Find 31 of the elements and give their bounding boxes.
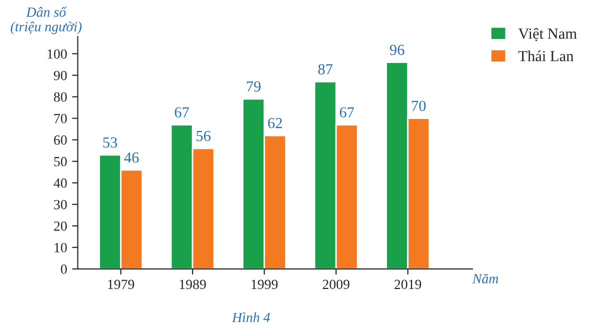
y-tick-label: 50 bbox=[54, 156, 67, 166]
y-tick-label: 30 bbox=[54, 200, 67, 210]
x-tick-label: 2019 bbox=[394, 280, 422, 290]
y-tick-label: 0 bbox=[60, 264, 67, 274]
y-tick-label: 90 bbox=[54, 70, 67, 80]
y-axis-title: Dân số (triệu người) bbox=[10, 6, 82, 34]
text: Hình 4 bbox=[232, 312, 270, 322]
x-axis-title: Năm bbox=[472, 274, 498, 284]
data-label: 79 bbox=[246, 81, 261, 92]
y-tick-label: 10 bbox=[54, 242, 67, 252]
x-tick-label: 1989 bbox=[180, 280, 206, 290]
y-tick-label: 100 bbox=[48, 49, 67, 59]
x-tick-label: 1979 bbox=[108, 280, 134, 290]
data-label: 46 bbox=[124, 152, 139, 163]
data-label: 62 bbox=[268, 118, 282, 128]
y-tick-label: 40 bbox=[54, 178, 67, 188]
legend-label: Việt Nam bbox=[518, 28, 577, 42]
data-label: 87 bbox=[318, 64, 333, 74]
legend-label: Thái Lan bbox=[518, 50, 574, 62]
data-label: 53 bbox=[103, 137, 118, 148]
data-label: 67 bbox=[340, 107, 354, 118]
data-label: 96 bbox=[390, 44, 404, 56]
y-tick-label: 70 bbox=[54, 114, 67, 124]
data-label: 56 bbox=[196, 130, 211, 142]
data-label: 70 bbox=[412, 100, 426, 112]
y-tick-label: 80 bbox=[54, 92, 67, 102]
y-tick-label: 60 bbox=[54, 135, 67, 145]
y-tick-label: 20 bbox=[54, 221, 67, 231]
x-tick-label: 2009 bbox=[322, 280, 350, 290]
data-label: 67 bbox=[174, 107, 189, 118]
x-tick-label: 1999 bbox=[252, 280, 278, 290]
